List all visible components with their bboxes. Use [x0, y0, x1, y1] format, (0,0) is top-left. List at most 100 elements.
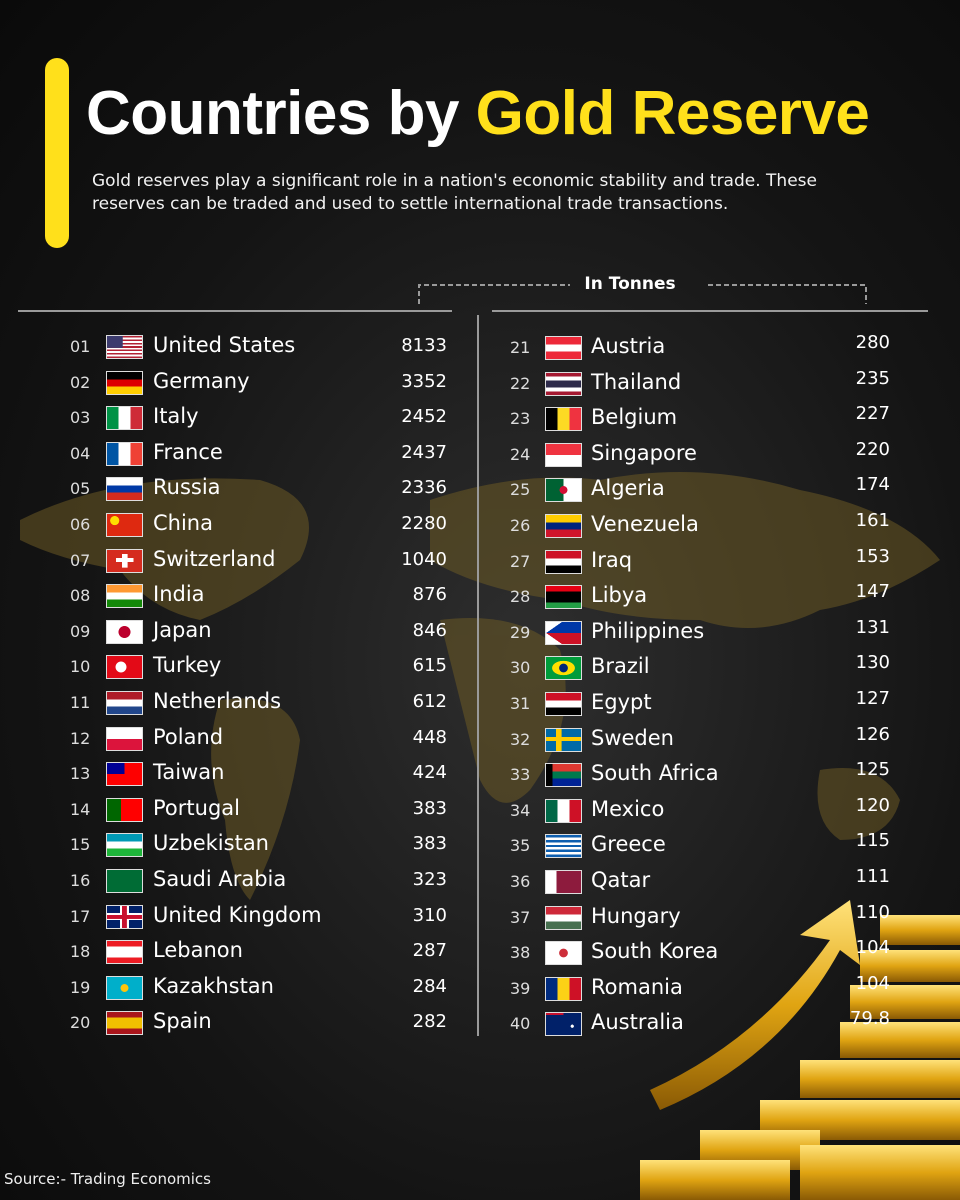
rank: 12: [70, 728, 91, 748]
flag: [106, 726, 143, 751]
tonnes: 280: [855, 332, 890, 353]
flag: [545, 763, 582, 788]
rank: 13: [70, 764, 91, 784]
tonnes: 615: [412, 655, 447, 677]
tonnes: 130: [855, 652, 890, 674]
country: Spain: [153, 1009, 212, 1034]
tonnes: 612: [412, 691, 447, 712]
flag: [545, 798, 582, 823]
title-lead: Countries by: [86, 79, 459, 148]
country: South Africa: [591, 761, 719, 786]
title: Countries by Gold Reserve: [86, 78, 870, 149]
tonnes: 153: [855, 545, 890, 567]
rank: 36: [510, 872, 531, 891]
country: Singapore: [591, 440, 697, 465]
rank: 20: [70, 1013, 91, 1033]
tonnes: 448: [412, 726, 447, 748]
tonnes: 383: [412, 833, 447, 855]
country: Greece: [591, 832, 666, 857]
tonnes: 3352: [401, 370, 447, 392]
tonnes: 310: [412, 904, 447, 926]
flag: [545, 656, 582, 681]
rank: 08: [70, 586, 91, 606]
flag: [545, 585, 582, 610]
country: Kazakhstan: [153, 973, 274, 998]
rank: 02: [70, 372, 91, 392]
rank: 39: [510, 978, 531, 998]
flag: [545, 834, 582, 859]
rank: 23: [510, 409, 531, 429]
flag: [106, 833, 143, 858]
flag: [106, 975, 143, 1000]
tonnes: 120: [855, 794, 890, 816]
tonnes: 284: [412, 975, 447, 997]
flag: [545, 620, 582, 645]
tonnes: 104: [855, 972, 890, 994]
flag: [106, 619, 143, 644]
flag: [106, 441, 143, 466]
tonnes: 2452: [401, 406, 447, 428]
country: Portugal: [153, 795, 240, 820]
rank: 29: [510, 622, 531, 642]
flag: [106, 477, 143, 502]
rank: 37: [510, 907, 531, 927]
rank: 24: [510, 444, 531, 464]
rank: 10: [70, 657, 91, 677]
flag: [106, 406, 143, 431]
flag: [545, 727, 582, 752]
country: Hungary: [591, 903, 681, 928]
rank: 34: [510, 800, 531, 820]
rank: 33: [510, 765, 531, 785]
rank: 06: [70, 515, 91, 534]
dividers: [18, 284, 928, 1036]
tonnes: 235: [855, 367, 890, 389]
tonnes: 8133: [401, 335, 447, 356]
tonnes: 287: [412, 940, 447, 962]
rank: 17: [70, 906, 91, 926]
country: France: [153, 439, 223, 464]
tonnes: 323: [412, 869, 447, 890]
source: Source:- Trading Economics: [4, 1170, 211, 1188]
country: China: [153, 511, 213, 535]
country: Japan: [153, 617, 212, 642]
country: Algeria: [591, 476, 665, 501]
tonnes: 220: [855, 438, 890, 460]
country: Romania: [591, 974, 683, 999]
rank: 40: [510, 1014, 531, 1034]
country: Uzbekistan: [153, 831, 269, 856]
gold-bars: [640, 900, 960, 1200]
tonnes: 125: [855, 759, 890, 781]
rank: 15: [70, 835, 91, 855]
flag: [106, 762, 143, 787]
flag: [106, 655, 143, 680]
rank: 21: [510, 338, 531, 357]
flag: [106, 940, 143, 965]
country: Russia: [153, 475, 221, 500]
rank: 04: [70, 443, 91, 463]
country: Switzerland: [153, 546, 276, 571]
country: Saudi Arabia: [153, 867, 287, 891]
country: Brazil: [591, 654, 650, 679]
tonnes: 110: [855, 901, 890, 923]
flag: [545, 1012, 582, 1037]
flag: [545, 870, 582, 894]
flag: [106, 513, 143, 537]
country: Mexico: [591, 796, 665, 821]
country: Turkey: [153, 653, 222, 678]
rank: 14: [70, 799, 91, 819]
tonnes: 115: [855, 830, 890, 852]
rank: 19: [70, 977, 91, 997]
tonnes: 2280: [401, 513, 447, 534]
rank: 07: [70, 550, 91, 570]
subtitle: Gold reserves play a significant role in…: [92, 171, 817, 214]
country: United Kingdom: [153, 902, 322, 927]
rank: 25: [510, 480, 531, 500]
tonnes: 424: [412, 762, 447, 784]
country: Austria: [591, 334, 666, 358]
tonnes: 227: [855, 403, 890, 425]
rank: 18: [70, 942, 91, 962]
title-highlight: Gold Reserve: [475, 79, 870, 148]
tonnes: 127: [855, 688, 890, 709]
tonnes: 161: [855, 510, 890, 531]
rank: 16: [70, 871, 91, 890]
